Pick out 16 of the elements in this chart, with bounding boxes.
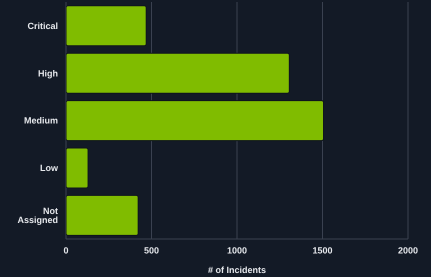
bar [66, 100, 324, 142]
x-tick-label: 2000 [398, 245, 418, 256]
x-tick-label: 1500 [312, 245, 333, 256]
y-tick-label: Low [40, 163, 59, 174]
y-tick-label: High [38, 68, 58, 78]
bar [66, 194, 139, 236]
y-tick-label: Not Assigned [17, 206, 58, 225]
x-axis-title: # of Incidents [208, 265, 266, 275]
y-tick-label: Medium [24, 116, 58, 126]
bar [66, 147, 89, 188]
bar [66, 52, 290, 94]
y-tick-label: Critical [27, 20, 58, 31]
x-tick-label: 0 [63, 245, 69, 256]
x-tick-label: 1000 [226, 245, 248, 256]
x-tick-label: 500 [144, 245, 160, 256]
bar [66, 5, 147, 46]
